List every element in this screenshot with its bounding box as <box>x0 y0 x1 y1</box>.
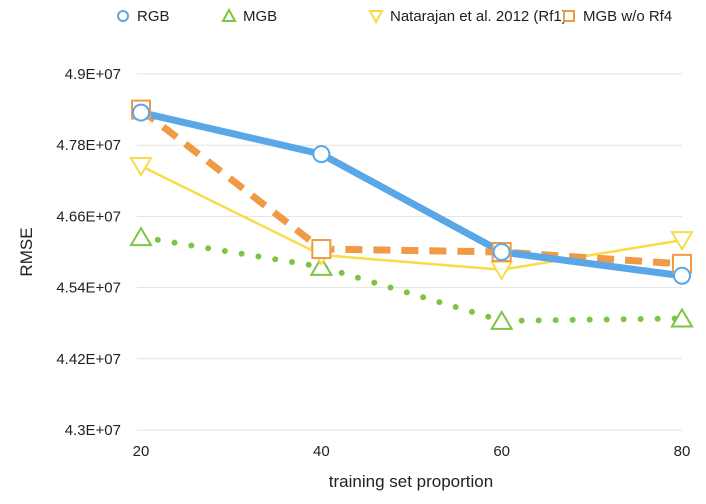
legend-label: RGB <box>137 8 170 25</box>
legend-item: Natarajan et al. 2012 (Rf1) <box>368 8 567 25</box>
legend-marker <box>117 10 129 22</box>
x-tick-label: 40 <box>313 443 330 460</box>
y-tick-label: 4.42E+07 <box>56 351 121 368</box>
x-tick-label: 60 <box>493 443 510 460</box>
y-tick-label: 4.3E+07 <box>65 422 121 439</box>
data-point-1 <box>309 255 334 276</box>
x-axis-title: training set proportion <box>329 472 493 491</box>
series-markers <box>129 99 694 330</box>
legend-label: Natarajan et al. 2012 (Rf1) <box>390 8 567 25</box>
series-line-1 <box>138 234 685 324</box>
legend-marker <box>368 10 384 25</box>
data-point-2 <box>670 231 694 252</box>
data-point-3 <box>311 239 332 260</box>
series-line-3 <box>138 106 683 268</box>
x-tick-label: 20 <box>133 443 150 460</box>
y-tick-label: 4.66E+07 <box>56 208 121 225</box>
x-axis-tick-labels: 20 40 60 80 <box>133 443 691 460</box>
x-tick-label: 80 <box>674 443 691 460</box>
y-tick-label: 4.9E+07 <box>65 66 121 83</box>
legend-marker <box>563 10 575 22</box>
legend: RGB MGB Natarajan et al. 2012 (Rf1) MGB w/o… <box>117 7 672 25</box>
legend-marker <box>221 7 237 22</box>
legend-label: MGB <box>243 8 277 25</box>
legend-item: RGB <box>117 8 170 25</box>
y-axis-title: RMSE <box>17 227 36 276</box>
data-point-0 <box>492 243 511 261</box>
data-point-0 <box>132 103 150 122</box>
legend-item: MGB <box>221 7 277 25</box>
legend-item: MGB w/o Rf4 <box>563 8 672 25</box>
y-tick-label: 4.54E+07 <box>56 280 121 297</box>
y-tick-label: 4.78E+07 <box>56 137 121 154</box>
data-point-0 <box>312 145 331 164</box>
series-line-2 <box>139 164 684 272</box>
series-lines <box>137 106 686 324</box>
grid-lines <box>137 73 682 431</box>
series-line-0 <box>137 109 686 280</box>
y-axis-tick-labels: 4.3E+07 4.42E+07 4.54E+07 4.66E+07 4.78E+07 4… <box>56 66 121 439</box>
data-point-1 <box>489 309 514 330</box>
data-point-2 <box>129 156 153 177</box>
data-point-0 <box>673 266 691 285</box>
data-point-1 <box>129 226 153 247</box>
legend-label: MGB w/o Rf4 <box>583 8 672 25</box>
data-point-1 <box>670 307 694 328</box>
